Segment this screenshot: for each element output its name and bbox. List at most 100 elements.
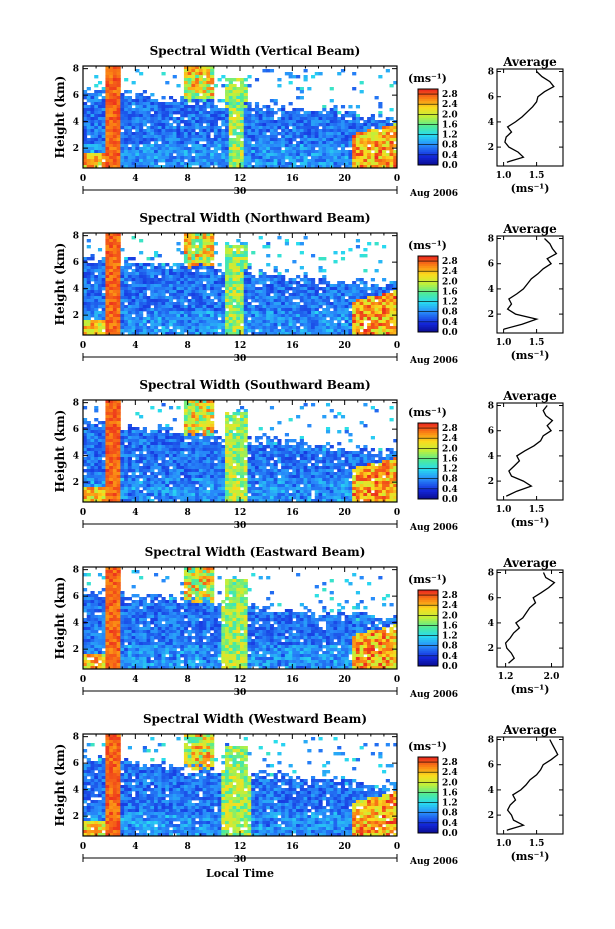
heatmap-cell [299, 135, 304, 139]
heatmap-cell [277, 150, 282, 154]
heatmap-cell [359, 302, 364, 306]
heatmap-cell [183, 156, 189, 160]
heatmap-cell [352, 320, 357, 324]
heatmap-cell [112, 81, 118, 85]
heatmap-cell [393, 323, 398, 327]
heatmap-cell [247, 102, 252, 106]
heatmap-cell [299, 159, 304, 163]
heatmap-cell [101, 287, 106, 291]
heatmap-cell [86, 457, 91, 461]
heatmap-cell [337, 284, 342, 288]
heatmap-cell [210, 87, 215, 91]
heatmap-cell [382, 159, 387, 163]
heatmap-cell [363, 299, 368, 303]
heatmap-cell [217, 165, 222, 169]
heatmap-cell [183, 81, 189, 85]
heatmap-cell [161, 475, 166, 479]
heatmap-cell [154, 165, 159, 169]
heatmap-cell [273, 293, 278, 297]
heatmap-cell [198, 84, 204, 88]
heatmap-cell [83, 418, 88, 422]
heatmap-cell [247, 326, 252, 330]
heatmap-cell [187, 323, 192, 327]
heatmap-cell [277, 323, 282, 327]
heatmap-cell [228, 284, 233, 288]
heatmap-cell [352, 120, 357, 124]
heatmap-cell [307, 290, 312, 294]
heatmap-cell [124, 141, 129, 145]
heatmap-cell [165, 275, 170, 279]
heatmap-cell [187, 93, 192, 97]
heatmap-cell [127, 126, 132, 130]
heatmap-cell [150, 275, 155, 279]
heatmap-cell [124, 293, 129, 297]
heatmap-cell [348, 248, 353, 252]
heatmap-cell [116, 275, 121, 279]
heatmap-cell [198, 329, 204, 333]
heatmap-cell [112, 251, 118, 255]
heatmap-cell [94, 123, 99, 127]
heatmap-cell [206, 87, 211, 91]
heatmap-cell [176, 311, 181, 315]
heatmap-cell [240, 126, 245, 130]
heatmap-cell [329, 162, 334, 166]
heatmap-cell [116, 156, 121, 160]
heatmap-cell [206, 266, 211, 270]
heatmap-cell [393, 123, 398, 127]
heatmap-cell [243, 272, 248, 276]
heatmap-cell [180, 472, 185, 476]
heatmap-cell [262, 150, 267, 154]
heatmap-cell [191, 472, 196, 476]
heatmap-cell [311, 299, 316, 303]
heatmap-cell [240, 287, 245, 291]
heatmap-cell [86, 496, 91, 500]
heatmap-cell [94, 472, 99, 476]
heatmap-cell [154, 445, 159, 449]
heatmap-cell [314, 126, 319, 130]
heatmap-cell [329, 114, 334, 118]
heatmap-cell [191, 463, 196, 467]
heatmap-cell [322, 320, 327, 324]
heatmap-cell [168, 293, 174, 297]
heatmap-cell [165, 445, 170, 449]
heatmap-cell [112, 409, 118, 413]
colorbar-tick-label: 2.0 [442, 110, 458, 120]
heatmap-cell [284, 117, 289, 121]
heatmap-cell [120, 478, 125, 482]
heatmap-cell [221, 275, 226, 279]
heatmap-cell [378, 293, 383, 297]
heatmap-cell [213, 281, 218, 285]
heatmap-cell [176, 111, 181, 115]
heatmap-cell [378, 141, 383, 145]
heatmap-cell [187, 460, 192, 464]
heatmap-cell [374, 120, 379, 124]
heatmap-cell [146, 126, 151, 130]
heatmap-cell [202, 102, 207, 106]
heatmap-cell [176, 242, 181, 246]
heatmap-cell [168, 126, 174, 130]
heatmap-cell [195, 421, 200, 425]
heatmap-cell [120, 105, 125, 109]
heatmap-cell [191, 481, 196, 485]
heatmap-cell [172, 272, 177, 276]
heatmap-cell [213, 326, 218, 330]
heatmap-cell [86, 311, 91, 315]
heatmap-cell [198, 81, 204, 85]
heatmap-cell [251, 150, 256, 154]
heatmap-cell [86, 278, 91, 282]
heatmap-cell [363, 162, 368, 166]
heatmap-cell [333, 311, 338, 315]
heatmap-cell [112, 275, 118, 279]
heatmap-cell [299, 329, 304, 333]
heatmap-cell [296, 287, 301, 291]
heatmap-cell [236, 269, 241, 273]
heatmap-cell [86, 287, 91, 291]
heatmap-cell [105, 245, 110, 249]
heatmap-cell [202, 159, 207, 163]
heatmap-cell [105, 403, 110, 407]
heatmap-cell [131, 165, 136, 169]
heatmap-cell [168, 269, 174, 273]
heatmap-cell [157, 153, 162, 157]
heatmap-cell [105, 415, 110, 419]
heatmap-cell [131, 323, 136, 327]
